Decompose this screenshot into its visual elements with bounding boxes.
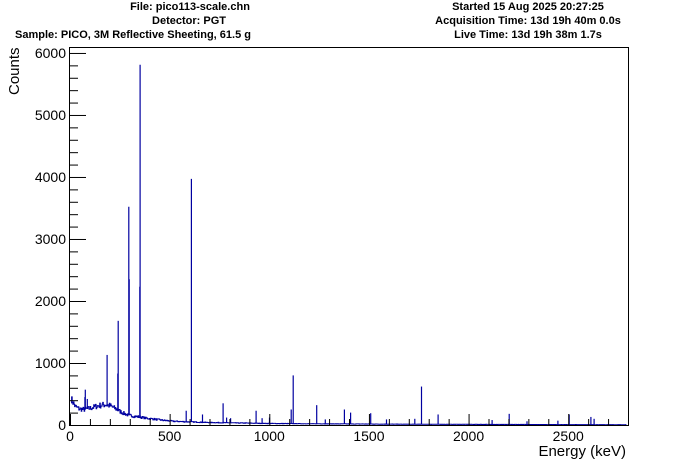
- x-tick-label: 0: [66, 428, 74, 444]
- y-tick-label: 6000: [35, 45, 66, 61]
- spectrum-continuum: [71, 396, 627, 426]
- live-time-label: Live Time: 13d 19h 38m 1.7s: [454, 29, 602, 41]
- y-tick-label: 0: [58, 417, 66, 433]
- acquisition-time-label: Acquisition Time: 13d 19h 40m 0.0s: [435, 15, 621, 27]
- started-label: Started 15 Aug 2025 20:27:25: [452, 1, 604, 13]
- x-tick-label: 500: [158, 428, 182, 444]
- y-tick-label: 1000: [35, 355, 66, 371]
- plot-frame: [69, 47, 629, 426]
- y-tick-label: 5000: [35, 107, 66, 123]
- x-tick-label: 1000: [254, 428, 285, 444]
- detector-label: Detector: PGT: [152, 15, 226, 27]
- x-tick-label: 2000: [453, 428, 484, 444]
- x-tick-label: 2500: [553, 428, 584, 444]
- file-label: File: pico113-scale.chn: [130, 1, 250, 13]
- y-tick-label: 3000: [35, 231, 66, 247]
- y-tick-label: 4000: [35, 169, 66, 185]
- x-axis-label: Energy (keV): [538, 443, 626, 460]
- sample-label: Sample: PICO, 3M Reflective Sheeting, 61…: [15, 29, 251, 41]
- x-tick-label: 1500: [353, 428, 384, 444]
- y-axis-label: Counts: [6, 47, 23, 95]
- y-tick-label: 2000: [35, 293, 66, 309]
